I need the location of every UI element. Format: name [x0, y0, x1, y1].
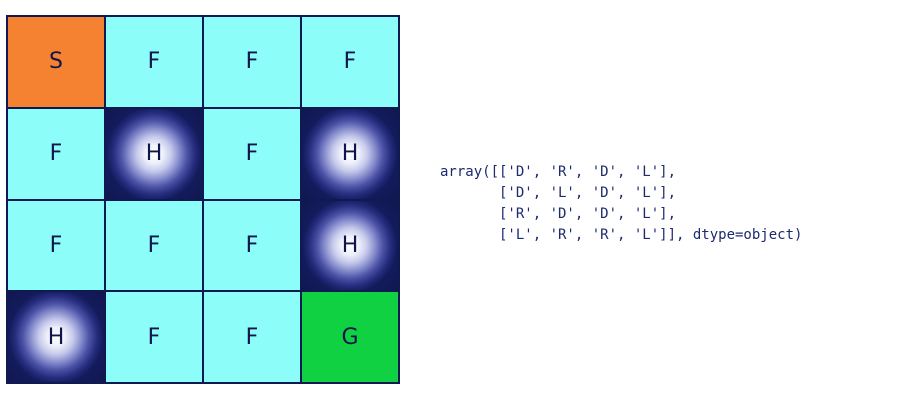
code-line: ['D', 'L', 'D', 'L'], [440, 185, 677, 201]
grid-cell-frozen: F [8, 108, 104, 199]
grid-cell-frozen: F [204, 108, 300, 199]
grid-cell-hole: H [8, 292, 104, 382]
code-line: ['R', 'D', 'D', 'L'], [440, 206, 677, 222]
grid-cell-frozen: F [106, 17, 202, 107]
frozen-lake-grid: S F F F F H F H F F F H H F F G [6, 15, 400, 384]
grid-cell-frozen: F [106, 200, 202, 291]
grid-cell-start: S [8, 17, 104, 107]
grid-cell-hole: H [106, 108, 202, 199]
grid-cell-frozen: F [204, 292, 300, 382]
grid-cell-hole: H [302, 200, 398, 291]
grid-cell-frozen: F [8, 200, 104, 291]
grid-cell-frozen: F [204, 200, 300, 291]
grid-cell-frozen: F [302, 17, 398, 107]
grid-cell-hole: H [302, 108, 398, 199]
code-output: array([['D', 'R', 'D', 'L'], ['D', 'L', … [440, 162, 802, 246]
grid-cell-frozen: F [106, 292, 202, 382]
code-line: ['L', 'R', 'R', 'L']], dtype=object) [440, 227, 803, 243]
code-line: array([['D', 'R', 'D', 'L'], [440, 164, 677, 180]
grid-cell-frozen: F [204, 17, 300, 107]
grid-cell-goal: G [302, 292, 398, 382]
